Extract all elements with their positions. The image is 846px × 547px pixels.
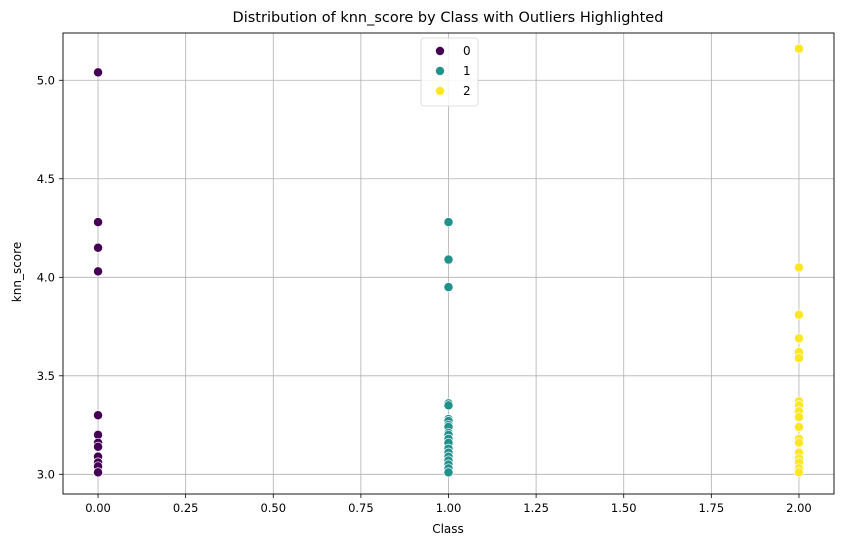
x-tick-label: 1.75 <box>699 501 725 515</box>
y-tick-label: 3.5 <box>37 369 55 383</box>
data-point-class-2 <box>794 333 804 344</box>
x-tick-label: 1.50 <box>611 501 637 515</box>
x-tick-label: 1.00 <box>436 501 462 515</box>
x-tick-label: 0.25 <box>173 501 199 515</box>
data-point-class-2 <box>794 309 804 320</box>
x-tick-label: 2.00 <box>786 501 812 515</box>
data-point-class-2 <box>794 437 804 448</box>
x-tick-label: 0.00 <box>85 501 111 515</box>
x-axis-label: Class <box>432 522 464 536</box>
x-tick-label: 1.25 <box>523 501 549 515</box>
data-point-class-1 <box>443 217 454 228</box>
data-point-class-0 <box>93 217 103 228</box>
legend-marker-1 <box>435 66 445 76</box>
x-tick-label: 0.75 <box>348 501 374 515</box>
data-point-class-1 <box>443 400 454 411</box>
data-point-class-2 <box>794 353 804 364</box>
x-tick-label: 0.50 <box>260 501 286 515</box>
data-point-class-0 <box>93 467 103 478</box>
y-tick-label: 3.0 <box>37 467 55 481</box>
y-axis-label: knn_score <box>10 242 24 302</box>
axis-ticks: 0.00 0.25 0.50 0.75 1.00 1.25 1.50 1.75 2.00 3.0 3… <box>37 73 812 515</box>
legend-label-0: 0 <box>463 44 471 58</box>
data-point-class-2 <box>794 262 804 273</box>
data-point-class-2 <box>794 467 804 478</box>
data-point-class-0 <box>93 410 103 421</box>
y-tick-label: 5.0 <box>37 73 55 87</box>
legend: 0 1 2 <box>420 37 479 107</box>
data-point-class-1 <box>443 467 454 478</box>
data-point-class-2 <box>794 422 804 432</box>
data-point-class-2 <box>794 412 804 423</box>
legend-marker-0 <box>435 46 445 56</box>
data-point-class-1 <box>443 282 454 293</box>
data-point-class-0 <box>93 441 103 452</box>
data-point-class-0 <box>93 67 103 78</box>
legend-marker-2 <box>435 86 445 96</box>
y-tick-label: 4.0 <box>37 270 55 284</box>
y-tick-label: 4.5 <box>37 172 55 186</box>
chart-title: Distribution of knn_score by Class with … <box>233 10 664 26</box>
data-point-class-1 <box>443 254 454 265</box>
legend-label-1: 1 <box>463 64 471 78</box>
data-point-class-2 <box>794 43 804 54</box>
data-point-class-0 <box>93 242 103 253</box>
legend-box <box>420 37 479 107</box>
data-point-class-0 <box>93 266 103 277</box>
data-points <box>93 43 804 478</box>
legend-label-2: 2 <box>463 84 471 98</box>
